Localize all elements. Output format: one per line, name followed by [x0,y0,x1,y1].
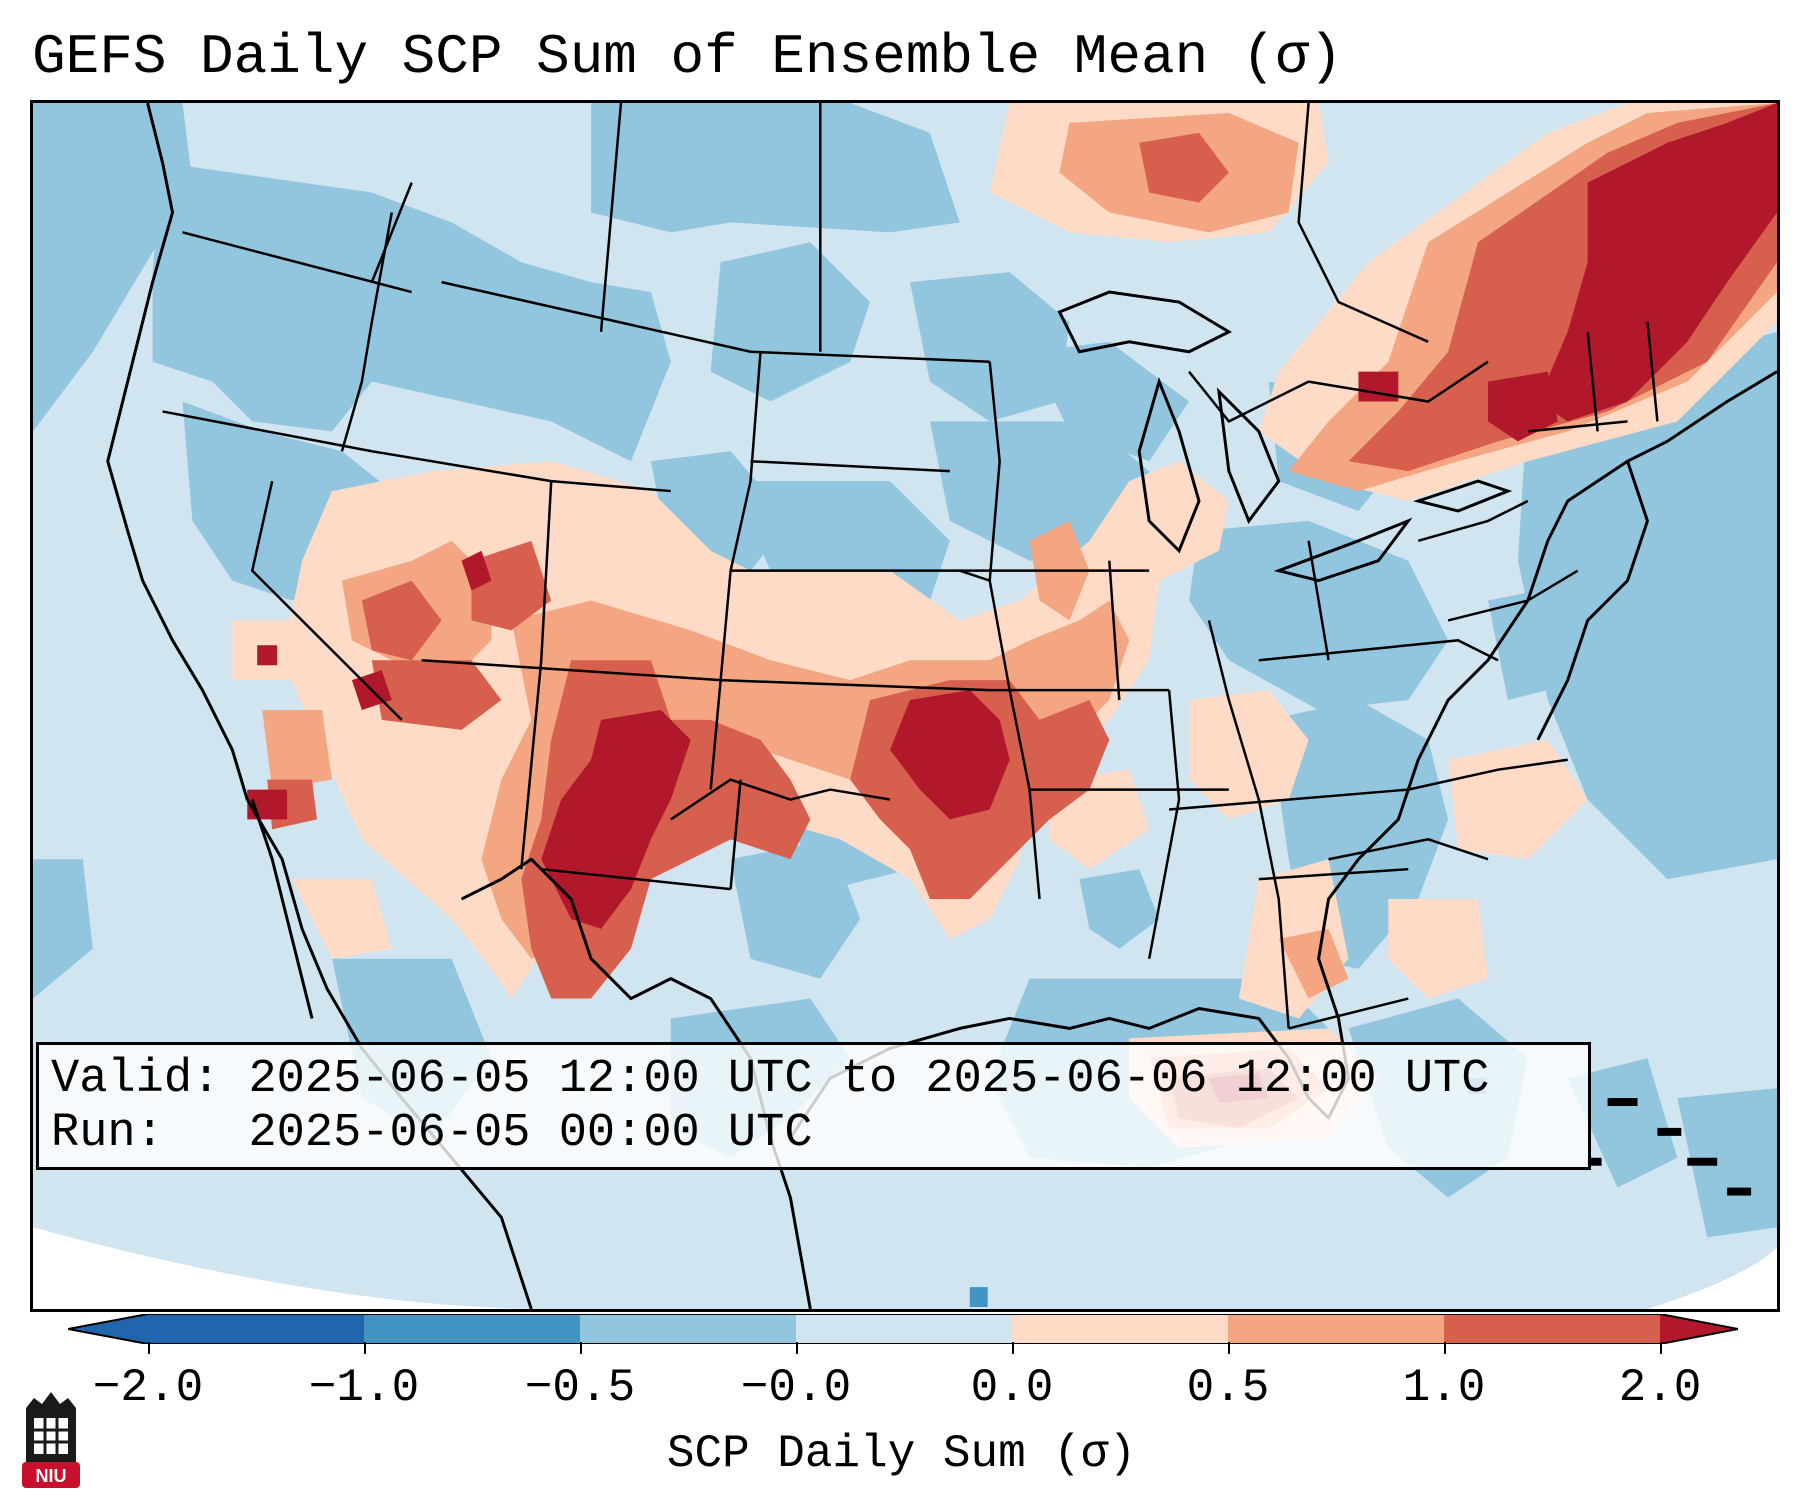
colorbar-segment-4 [796,1314,1012,1344]
colorbar [68,1314,1738,1344]
colorbar-extend-high [1660,1314,1738,1344]
niu-logo: NIU [22,1392,80,1488]
caribbean-islands [1587,1098,1752,1196]
tick-mark [1228,1342,1230,1354]
run-value: 2025-06-05 00:00 UTC [248,1107,813,1160]
colorbar-segment-5 [1012,1314,1228,1344]
colorbar-segment-1 [148,1314,364,1344]
tick-mark [1660,1342,1662,1354]
tick-label: −2.0 [92,1362,204,1414]
colorbar-extend-low [68,1314,148,1344]
colorbar-segment-2 [364,1314,580,1344]
tick-mark [148,1342,150,1354]
tick-label: 1.0 [1402,1362,1486,1414]
tick-mark [1444,1342,1446,1354]
info-box: Valid: 2025-06-05 12:00 UTC to 2025-06-0… [36,1042,1591,1170]
logo-text: NIU [36,1466,67,1486]
tick-mark [1012,1342,1014,1354]
tick-mark [580,1342,582,1354]
logo-window-icon [34,1418,68,1454]
tick-label: 0.5 [1186,1362,1270,1414]
tick-label: 2.0 [1618,1362,1702,1414]
domain-edge-right [1647,1247,1777,1309]
state-borders [162,103,1659,1030]
tick-label: −0.0 [740,1362,852,1414]
run-label: Run: [51,1107,164,1160]
valid-value: 2025-06-05 12:00 UTC to 2025-06-06 12:00… [248,1053,1490,1106]
valid-label: Valid: [51,1053,221,1106]
tick-mark [364,1342,366,1354]
tick-mark [796,1342,798,1354]
colorbar-segment-7 [1444,1314,1660,1344]
colorbar-label: SCP Daily Sum (σ) [666,1428,1137,1480]
tick-label: −0.5 [524,1362,636,1414]
colorbar-segment-6 [1228,1314,1444,1344]
tick-label: 0.0 [970,1362,1054,1414]
logo-window-grid-icon [34,1418,68,1454]
great-lakes [1057,290,1513,583]
tick-label: −1.0 [308,1362,420,1414]
logo-banner [22,1462,80,1488]
chart-title: GEFS Daily SCP Sum of Ensemble Mean (σ) [32,25,1343,89]
colorbar-segment-3 [580,1314,796,1344]
domain-edge-left [33,1227,552,1309]
